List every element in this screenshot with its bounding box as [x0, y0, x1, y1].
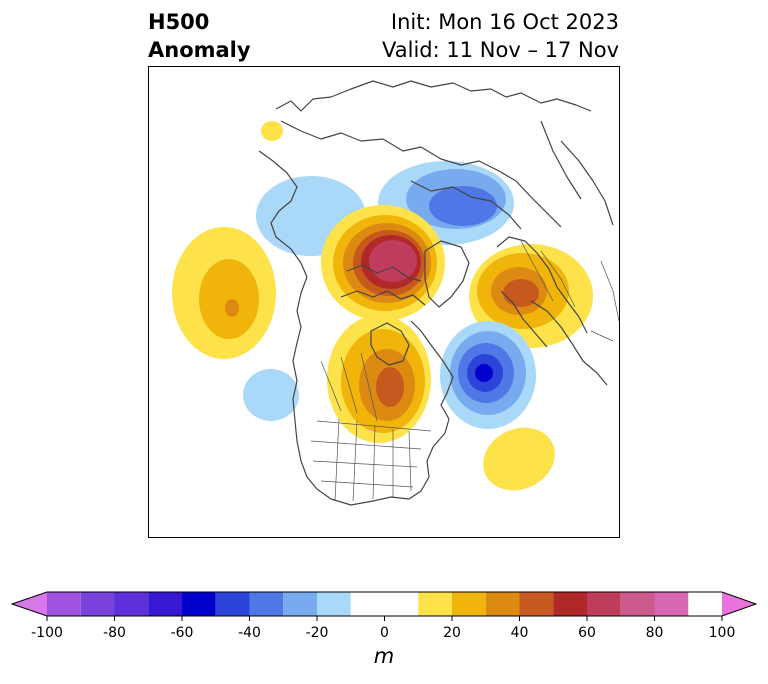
pacific-trough — [243, 369, 299, 421]
colorbar-swatch — [620, 592, 655, 616]
colorbar-swatch — [519, 592, 554, 616]
title-field: Anomaly — [148, 38, 251, 62]
colorbar-swatch — [283, 592, 317, 616]
colorbar-swatch — [418, 592, 452, 616]
colorbar: -100 -80 -60 -40 -20 0 20 40 60 80 100 — [0, 580, 768, 680]
colorbar-swatch — [148, 592, 182, 616]
colorbar-swatches — [10, 591, 758, 617]
colorbar-swatch — [350, 592, 419, 616]
valid-period: Valid: 11 Nov – 17 Nov — [382, 38, 619, 62]
colorbar-swatch — [485, 592, 520, 616]
colorbar-ticks: -100 -80 -60 -40 -20 0 20 40 60 80 100 — [31, 616, 735, 641]
colorbar-swatch — [80, 592, 115, 616]
colorbar-swatch — [249, 592, 284, 616]
colorbar-extend-max — [722, 592, 756, 616]
colorbar-swatch — [114, 592, 149, 616]
colorbar-swatch — [553, 592, 587, 616]
subtropical-atlantic-ridge — [483, 427, 555, 491]
forecast-info: Init: Mon 16 Oct 2023 Valid: 11 Nov – 17… — [382, 8, 619, 64]
colorbar-tick-label: 20 — [443, 625, 461, 641]
canada-ridge — [327, 315, 431, 443]
title-variable: H500 — [148, 10, 210, 34]
colorbar-swatch — [587, 592, 621, 616]
colorbar-tick-label: -80 — [103, 625, 126, 641]
colorbar-extend-min — [12, 592, 47, 616]
colorbar-tick-label: 60 — [578, 625, 596, 641]
admin-borders — [310, 240, 619, 502]
colorbar-unit: m — [373, 644, 395, 668]
init-time: Init: Mon 16 Oct 2023 — [390, 10, 619, 34]
colorbar-tick-label: -40 — [238, 625, 261, 641]
anomaly-map — [148, 66, 620, 538]
arctic-ridge — [321, 205, 445, 321]
colorbar-tick-label: 40 — [511, 625, 529, 641]
anomaly-fields — [172, 121, 593, 491]
colorbar-swatch — [452, 592, 486, 616]
colorbar-tick-label: 80 — [646, 625, 664, 641]
colorbar-tick-label: -20 — [306, 625, 329, 641]
colorbar-swatch — [182, 592, 216, 616]
europe-ridge — [469, 244, 593, 348]
map-canvas — [172, 80, 619, 506]
colorbar-tick-label: 0 — [380, 625, 389, 641]
colorbar-swatch — [215, 592, 250, 616]
colorbar-swatch — [654, 592, 689, 616]
chukotka-ridge — [261, 121, 283, 141]
atlantic-trough — [440, 321, 536, 429]
colorbar-svg: -100 -80 -60 -40 -20 0 20 40 60 80 100 — [10, 591, 758, 641]
colorbar-swatch — [47, 592, 81, 616]
coastlines — [258, 80, 614, 506]
colorbar-tick-label: -100 — [31, 625, 63, 641]
colorbar-tick-label: 100 — [709, 625, 736, 641]
colorbar-tick-label: -60 — [171, 625, 194, 641]
map-title: H500 Anomaly — [148, 8, 251, 64]
pacific-ridge — [172, 227, 276, 359]
colorbar-swatch — [317, 592, 351, 616]
